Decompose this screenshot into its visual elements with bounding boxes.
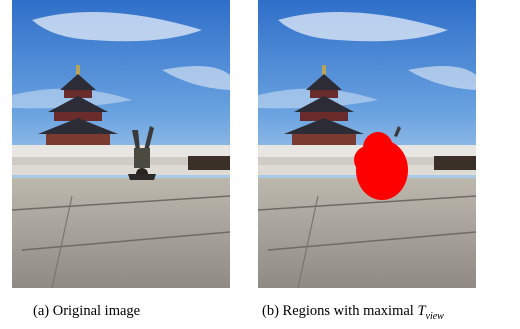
terrace-wall	[12, 145, 230, 157]
temple	[284, 65, 364, 145]
original-image-panel	[12, 0, 230, 288]
overlay-photo	[258, 0, 476, 288]
region-overlay-panel	[258, 0, 476, 288]
temple	[38, 65, 118, 145]
caption-a: (a) Original image	[33, 302, 140, 320]
t-view-symbol: Tview	[417, 303, 444, 322]
t-symbol: T	[417, 303, 426, 319]
highlighted-region	[354, 132, 408, 200]
pavement	[12, 178, 230, 288]
caption-b-text: (b) Regions with maximal	[262, 303, 418, 319]
cloud	[12, 88, 132, 109]
caption-a-text: (a) Original image	[33, 303, 141, 319]
distant-building	[188, 156, 230, 170]
original-photo	[12, 0, 230, 288]
handstand-person	[128, 126, 156, 180]
caption-b: (b) Regions with maximal Tview	[262, 302, 444, 326]
cloud	[162, 66, 230, 90]
cloud	[32, 12, 202, 42]
view-subscript: view	[425, 310, 444, 322]
